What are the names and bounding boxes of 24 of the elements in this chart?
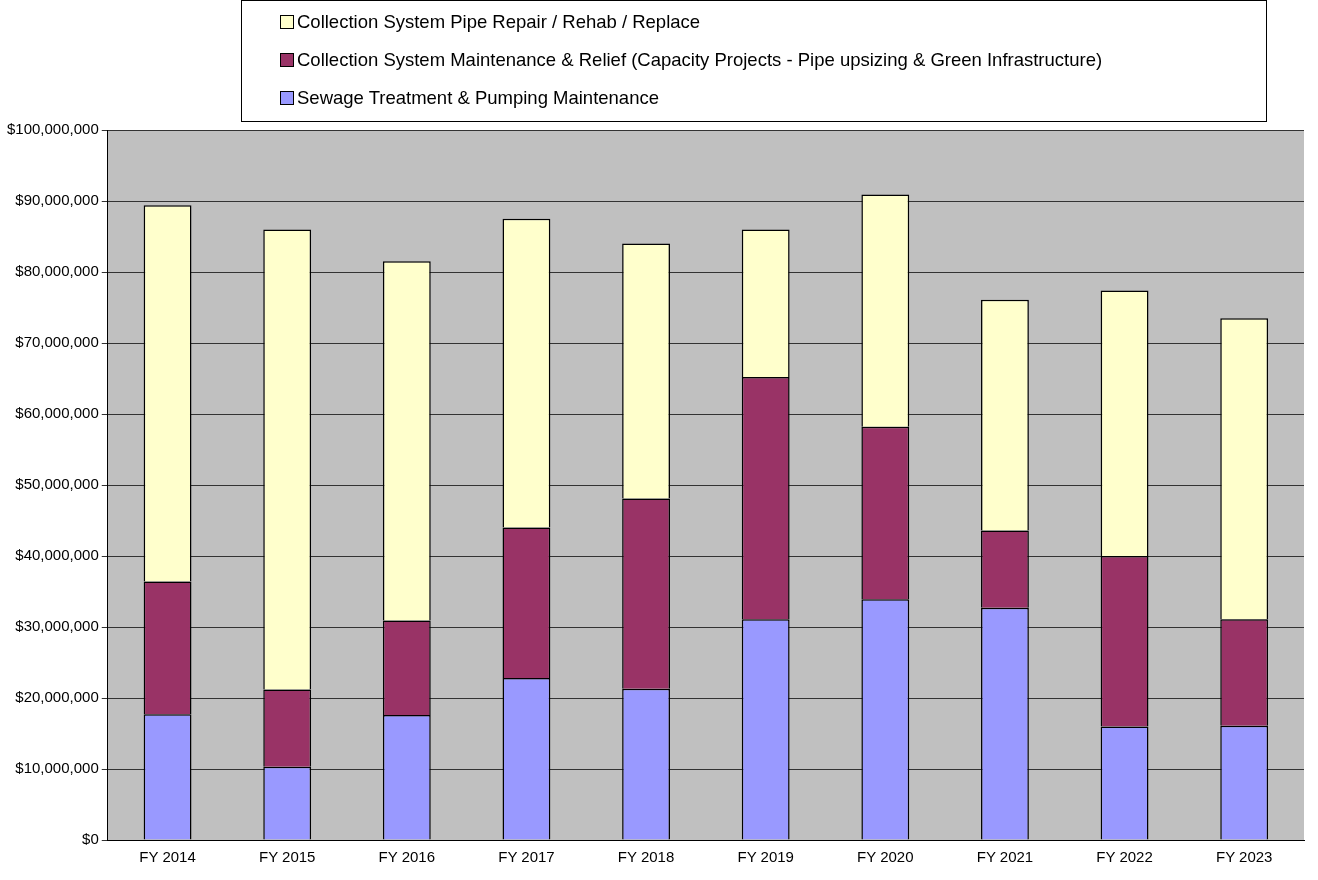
y-tick-label: $10,000,000 — [15, 759, 99, 777]
y-tick-label: $70,000,000 — [15, 333, 99, 351]
legend-label: Sewage Treatment & Pumping Maintenance — [297, 87, 659, 109]
legend-label: Collection System Pipe Repair / Rehab / Replace — [297, 11, 701, 33]
y-tick-label: $80,000,000 — [15, 262, 99, 280]
y-tick-label: $90,000,000 — [15, 191, 99, 209]
x-tick-label: FY 2015 — [258, 848, 316, 866]
y-tick-label: $30,000,000 — [15, 617, 99, 635]
x-tick-label: FY 2022 — [1096, 848, 1153, 866]
x-tick-label: FY 2021 — [976, 848, 1034, 866]
x-tick-label: FY 2014 — [139, 848, 196, 866]
x-tick-label: FY 2019 — [737, 848, 794, 866]
y-tick-label: $20,000,000 — [15, 688, 99, 706]
y-tick-label: $50,000,000 — [15, 475, 99, 493]
y-tick-label: $100,000,000 — [6, 120, 99, 138]
x-tick-label: FY 2017 — [498, 848, 555, 866]
x-tick-label: FY 2016 — [378, 848, 436, 866]
legend-label: Collection System Maintenance & Relief (Capacity Projects - Pipe upsizing & Green Infrastructure) — [297, 49, 1103, 71]
y-tick-label: $40,000,000 — [15, 546, 99, 564]
y-tick-label: $60,000,000 — [15, 404, 99, 422]
x-tick-label: FY 2018 — [617, 848, 675, 866]
x-tick-label: FY 2023 — [1215, 848, 1273, 866]
y-tick-label: $0 — [82, 830, 99, 848]
x-tick-label: FY 2020 — [857, 848, 914, 866]
